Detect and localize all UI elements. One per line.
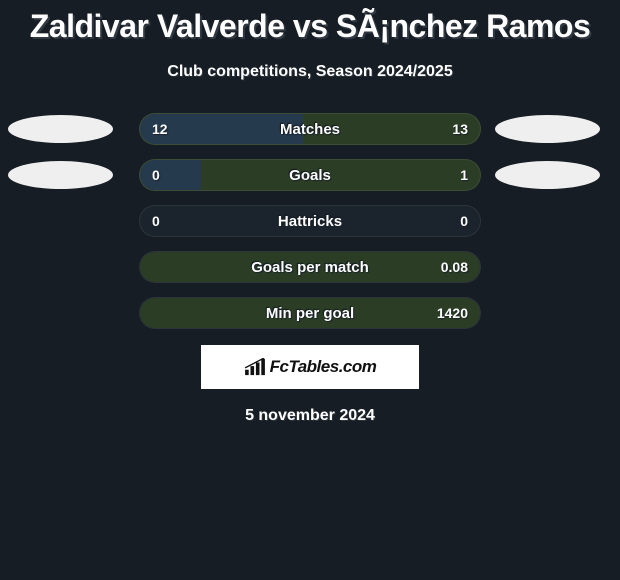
logo-text: FcTables.com (270, 357, 377, 377)
stat-row: Goals per match0.08 (0, 251, 620, 283)
page-title: Zaldivar Valverde vs SÃ¡nchez Ramos (0, 0, 620, 45)
player-right-marker (495, 161, 600, 189)
stat-label: Goals per match (140, 259, 480, 276)
stat-label: Goals (140, 167, 480, 184)
stat-bar: Goals per match0.08 (139, 251, 481, 283)
stat-row: 0Goals1 (0, 159, 620, 191)
stat-row: 12Matches13 (0, 113, 620, 145)
stat-label: Matches (140, 121, 480, 138)
logo: FcTables.com (244, 357, 377, 377)
stat-right-value: 0.08 (441, 259, 468, 275)
stat-label: Hattricks (140, 213, 480, 230)
stat-right-value: 13 (452, 121, 468, 137)
player-right-marker (495, 115, 600, 143)
stat-bar: 12Matches13 (139, 113, 481, 145)
stat-bar: 0Goals1 (139, 159, 481, 191)
stat-row: 0Hattricks0 (0, 205, 620, 237)
stat-right-value: 0 (460, 213, 468, 229)
stat-right-value: 1 (460, 167, 468, 183)
logo-box: FcTables.com (201, 345, 419, 389)
stat-right-value: 1420 (437, 305, 468, 321)
bars-icon (244, 358, 266, 376)
stat-row: Min per goal1420 (0, 297, 620, 329)
page-subtitle: Club competitions, Season 2024/2025 (0, 63, 620, 81)
player-left-marker (8, 115, 113, 143)
stat-bar: Min per goal1420 (139, 297, 481, 329)
footer-date: 5 november 2024 (0, 407, 620, 425)
stat-label: Min per goal (140, 305, 480, 322)
stat-bar: 0Hattricks0 (139, 205, 481, 237)
stats-area: 12Matches130Goals10Hattricks0Goals per m… (0, 113, 620, 329)
player-left-marker (8, 161, 113, 189)
